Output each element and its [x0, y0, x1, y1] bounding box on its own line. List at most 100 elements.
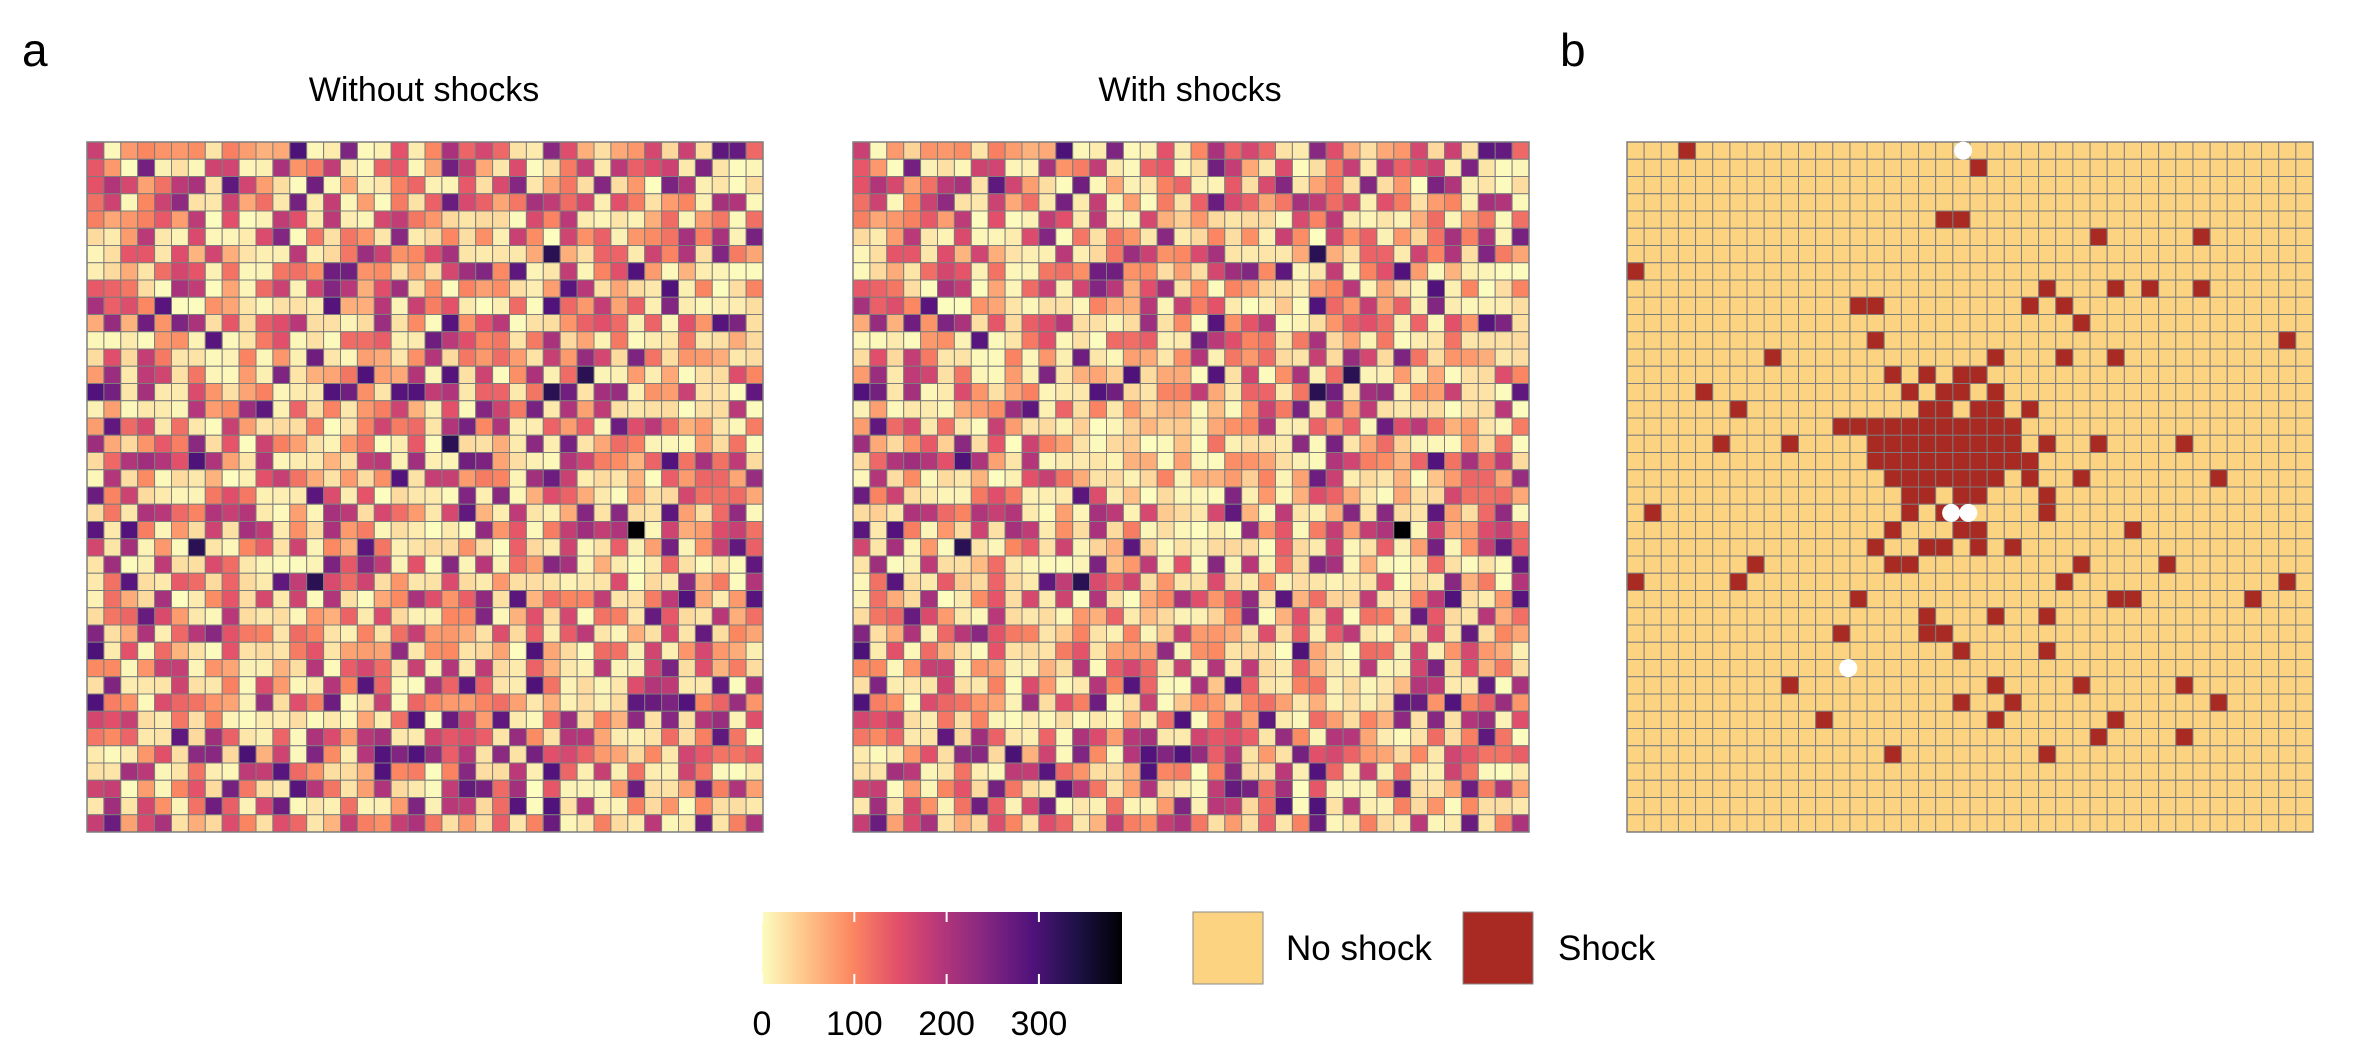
without-shocks-cell [458, 555, 477, 574]
shock-map-cell [1712, 210, 1731, 229]
shock-map-cell [1660, 469, 1679, 488]
with-shocks-cell [903, 245, 922, 264]
with-shocks-cell [1038, 279, 1057, 298]
with-shocks-cell [987, 365, 1006, 384]
with-shocks-cell [1224, 641, 1243, 660]
shock-map-cell [2243, 141, 2263, 160]
with-shocks-cell [1494, 193, 1513, 212]
shock-map-cell [1815, 348, 1834, 367]
with-shocks-cell [1156, 745, 1175, 764]
shock-map-cell [2226, 797, 2245, 816]
without-shocks-cell [678, 400, 696, 419]
with-shocks-cell [1511, 659, 1530, 678]
with-shocks-cell [1089, 728, 1107, 747]
without-shocks-cell [340, 814, 358, 833]
shock-map-cell [2141, 141, 2160, 160]
without-shocks-cell [204, 314, 223, 333]
shock-map-cell [1935, 434, 1954, 453]
with-shocks-cell [1156, 762, 1175, 781]
shock-map-cell [1712, 641, 1731, 660]
without-shocks-cell [644, 555, 663, 574]
with-shocks-cell [1494, 797, 1513, 816]
shock-map-cell [1935, 590, 1954, 609]
shock-map-cell [1746, 555, 1765, 574]
shock-map-cell [1626, 158, 1645, 177]
with-shocks-cell [1511, 624, 1530, 643]
shock-map-cell [1780, 365, 1799, 384]
with-shocks-cell [1038, 797, 1057, 816]
shock-map-cell [2226, 728, 2245, 747]
with-shocks-cell [1156, 365, 1175, 384]
without-shocks-cell [475, 348, 494, 367]
shock-map-cell [1918, 383, 1937, 402]
shock-map-cell [2123, 762, 2143, 781]
shock-map-cell [1660, 262, 1679, 281]
shock-map-cell [1832, 452, 1851, 471]
without-shocks-cell [272, 210, 291, 229]
without-shocks-cell [187, 572, 206, 591]
shock-map-cell [1780, 797, 1799, 816]
without-shocks-cell [306, 555, 325, 574]
with-shocks-cell [1072, 624, 1091, 643]
shock-map-cell [1815, 314, 1834, 333]
with-shocks-cell [1106, 641, 1124, 660]
shock-map-cell [1815, 624, 1834, 643]
without-shocks-cell [340, 365, 358, 384]
with-shocks-cell [1325, 245, 1344, 264]
shock-map-cell [2089, 176, 2108, 195]
without-shocks-cell [323, 762, 342, 781]
without-shocks-cell [627, 710, 646, 729]
shock-map-cell [2158, 521, 2177, 540]
with-shocks-cell [1410, 607, 1429, 626]
with-shocks-cell [987, 555, 1006, 574]
shock-map-cell [1763, 176, 1782, 195]
with-shocks-cell [1224, 262, 1243, 281]
without-shocks-cell [407, 572, 426, 591]
shock-map-cell [1935, 659, 1954, 678]
shock-map-cell [1780, 279, 1799, 298]
shock-map-cell [1849, 710, 1868, 729]
with-shocks-cell [903, 314, 922, 333]
with-shocks-cell [953, 452, 972, 471]
with-shocks-cell [903, 279, 922, 298]
without-shocks-cell [86, 521, 105, 540]
shock-map-cell [1918, 762, 1937, 781]
shock-map-cell [2055, 710, 2074, 729]
with-shocks-cell [1038, 469, 1057, 488]
with-shocks-cell [1106, 538, 1124, 557]
shock-map-cell [2020, 331, 2040, 350]
without-shocks-cell [492, 641, 511, 660]
with-shocks-cell [1089, 434, 1107, 453]
with-shocks-cell [1139, 503, 1158, 522]
with-shocks-cell [1477, 331, 1496, 350]
with-shocks-cell [869, 728, 888, 747]
with-shocks-cell [852, 158, 871, 177]
without-shocks-cell [306, 710, 325, 729]
shock-map-cell [1935, 331, 1954, 350]
with-shocks-cell [1055, 210, 1074, 229]
shock-map-cell [2295, 296, 2314, 315]
shock-map-cell [2158, 245, 2177, 264]
without-shocks-cell [525, 176, 544, 195]
with-shocks-cell [1494, 331, 1513, 350]
shock-map-cell [1900, 227, 1920, 246]
with-shocks-cell [1258, 434, 1276, 453]
shock-map-cell [1815, 193, 1834, 212]
shock-map-cell [2089, 348, 2108, 367]
without-shocks-cell [340, 745, 358, 764]
with-shocks-cell [953, 503, 972, 522]
shock-map-cell [1643, 624, 1662, 643]
shock-map-cell [1883, 296, 1902, 315]
with-shocks-cell [1275, 365, 1293, 384]
with-shocks-cell [970, 296, 989, 315]
without-shocks-cell [187, 659, 206, 678]
shock-map-cell [2192, 348, 2211, 367]
with-shocks-cell [1224, 141, 1243, 160]
without-shocks-cell [120, 434, 139, 453]
without-shocks-cell [694, 434, 713, 453]
without-shocks-cell [255, 521, 274, 540]
with-shocks-cell [1038, 227, 1057, 246]
with-shocks-cell [1325, 383, 1344, 402]
with-shocks-cell [1325, 572, 1344, 591]
shock-map-cell [1763, 434, 1782, 453]
